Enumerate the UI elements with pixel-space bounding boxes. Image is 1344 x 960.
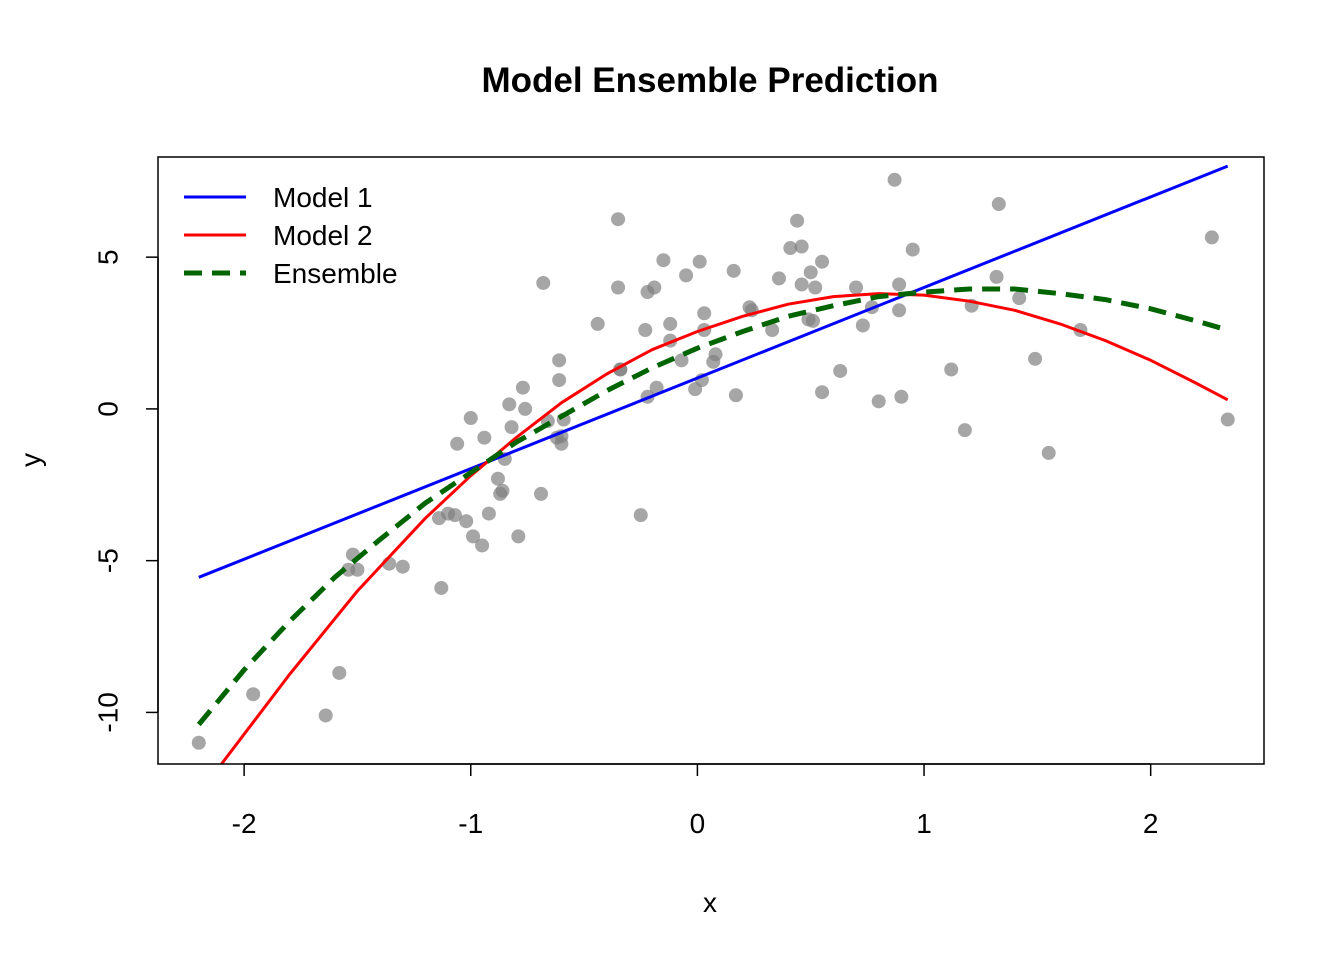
scatter-point: [887, 172, 902, 187]
scatter-point: [726, 263, 741, 278]
scatter-point: [808, 280, 823, 295]
scatter-point: [1041, 445, 1056, 460]
scatter-point: [944, 362, 959, 377]
scatter-point: [504, 420, 519, 435]
scatter-point: [1012, 291, 1027, 306]
scatter-point: [647, 280, 662, 295]
scatter-point: [246, 687, 261, 702]
scatter-point: [892, 303, 907, 318]
scatter-point: [447, 508, 462, 523]
x-tick-label: 1: [916, 808, 932, 839]
scatter-point: [611, 280, 626, 295]
scatter-point: [728, 388, 743, 403]
y-axis-label: y: [15, 453, 46, 467]
scatter-point: [552, 353, 567, 368]
scatter-point: [794, 239, 809, 254]
scatter-point: [783, 241, 798, 256]
plot-area: [191, 164, 1235, 764]
scatter-point: [892, 277, 907, 292]
series-line-model-1: [198, 164, 1229, 579]
scatter-point: [475, 538, 490, 553]
scatter-point: [463, 411, 478, 426]
scatter-point: [697, 306, 712, 321]
x-axis: -2 -1 0 1 2: [232, 763, 1159, 839]
scatter-point: [656, 253, 671, 268]
scatter-point: [815, 254, 830, 269]
y-tick-label: -5: [93, 548, 124, 573]
scatter-point: [395, 559, 410, 574]
scatter-point: [989, 269, 1004, 284]
scatter-point: [771, 271, 786, 286]
y-axis: -10 -5 0 5: [93, 249, 159, 733]
scatter-point: [350, 562, 365, 577]
scatter-point: [957, 423, 972, 438]
scatter-point: [803, 265, 818, 280]
x-tick-label: -2: [232, 808, 257, 839]
legend-label: Model 2: [273, 220, 373, 251]
y-tick-label: 0: [93, 401, 124, 417]
scatter-point: [490, 471, 505, 486]
chart-title: Model Ensemble Prediction: [481, 61, 938, 100]
scatter-point: [332, 665, 347, 680]
scatter-point: [815, 385, 830, 400]
scatter-point: [318, 708, 333, 723]
scatter-point: [905, 242, 920, 257]
x-axis-label: x: [703, 887, 717, 918]
scatter-point: [638, 322, 653, 337]
scatter-point: [663, 316, 678, 331]
scatter-point: [794, 277, 809, 292]
scatter-point: [679, 268, 694, 283]
y-tick-label: -10: [93, 692, 124, 732]
scatter-point: [477, 430, 492, 445]
scatter-point: [765, 322, 780, 337]
scatter-point: [481, 506, 496, 521]
scatter-point: [434, 580, 449, 595]
y-tick-label: 5: [93, 249, 124, 265]
series-line-ensemble: [196, 286, 1229, 727]
scatter-point: [590, 316, 605, 331]
scatter-point: [790, 213, 805, 228]
series-line-model-2: [220, 292, 1229, 764]
scatter-point: [466, 529, 481, 544]
legend-label: Model 1: [273, 182, 373, 213]
scatter-point: [894, 389, 909, 404]
scatter-point: [536, 275, 551, 290]
scatter-point: [515, 380, 530, 395]
scatter-point: [459, 514, 474, 529]
scatter-point: [849, 280, 864, 295]
scatter-point: [191, 735, 206, 750]
scatter-point: [502, 397, 517, 412]
scatter-point: [611, 212, 626, 227]
scatter-point: [833, 363, 848, 378]
scatter-point: [534, 486, 549, 501]
x-tick-label: 0: [690, 808, 706, 839]
scatter-point: [649, 380, 664, 395]
scatter-point: [495, 483, 510, 498]
scatter-point: [991, 197, 1006, 212]
scatter-point: [511, 529, 526, 544]
scatter-point: [855, 318, 870, 333]
legend: Model 1 Model 2 Ensemble: [184, 182, 398, 289]
x-tick-label: -1: [458, 808, 483, 839]
scatter-point: [1028, 351, 1043, 366]
scatter-point: [552, 373, 567, 388]
scatter-point: [633, 508, 648, 523]
scatter-point: [805, 313, 820, 328]
scatter-point: [1204, 230, 1219, 245]
legend-label: Ensemble: [273, 258, 398, 289]
scatter-point: [692, 254, 707, 269]
scatter-point: [871, 394, 886, 409]
scatter-point: [450, 436, 465, 451]
x-tick-label: 2: [1143, 808, 1159, 839]
scatter-point: [674, 353, 689, 368]
scatter-point: [518, 401, 533, 416]
scatter-point: [1220, 412, 1235, 427]
scatter-point: [708, 347, 723, 362]
